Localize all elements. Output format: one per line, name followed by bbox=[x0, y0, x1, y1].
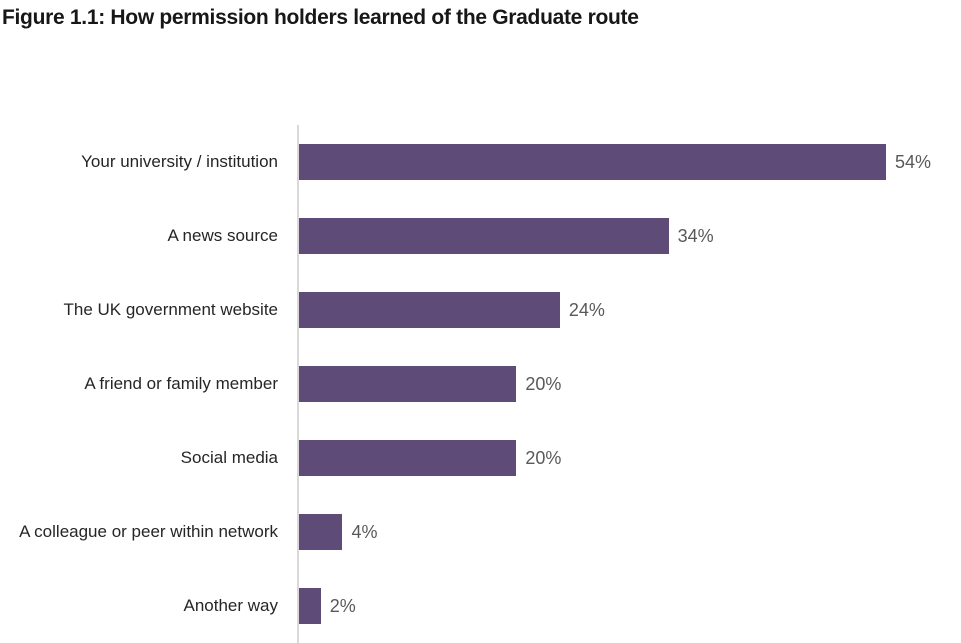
category-cell: Your university / institution bbox=[0, 125, 297, 199]
value-label: 54% bbox=[894, 151, 931, 172]
chart-row: A colleague or peer within network 4% bbox=[0, 495, 961, 569]
bar-cell: 24% bbox=[297, 273, 961, 347]
category-label: The UK government website bbox=[63, 299, 279, 319]
bar bbox=[299, 588, 321, 624]
bar-cell: 34% bbox=[297, 199, 961, 273]
chart-row: Your university / institution 54% bbox=[0, 125, 961, 199]
category-cell: Another way bbox=[0, 569, 297, 643]
chart-row: A news source 34% bbox=[0, 199, 961, 273]
category-cell: The UK government website bbox=[0, 273, 297, 347]
category-label: A news source bbox=[167, 225, 278, 245]
chart-row: Social media 20% bbox=[0, 421, 961, 495]
value-label: 4% bbox=[351, 521, 378, 542]
chart-row: The UK government website 24% bbox=[0, 273, 961, 347]
chart-row: A friend or family member 20% bbox=[0, 347, 961, 421]
bar bbox=[299, 144, 886, 180]
chart-row: Another way 2% bbox=[0, 569, 961, 643]
figure-title: Figure 1.1: How permission holders learn… bbox=[2, 6, 639, 29]
bar bbox=[299, 292, 560, 328]
category-label: Another way bbox=[183, 595, 279, 615]
bar bbox=[299, 440, 517, 476]
value-label: 24% bbox=[568, 299, 605, 320]
bar-cell: 54% bbox=[297, 125, 961, 199]
category-cell: A friend or family member bbox=[0, 347, 297, 421]
category-label: Your university / institution bbox=[81, 151, 278, 171]
category-label: A colleague or peer within network bbox=[19, 521, 278, 541]
bar bbox=[299, 218, 669, 254]
value-label: 20% bbox=[525, 447, 562, 468]
value-label: 34% bbox=[677, 225, 714, 246]
category-cell: Social media bbox=[0, 421, 297, 495]
category-label: Social media bbox=[180, 447, 278, 467]
bar bbox=[299, 366, 517, 402]
category-cell: A news source bbox=[0, 199, 297, 273]
value-label: 20% bbox=[525, 373, 562, 394]
bar bbox=[299, 514, 343, 550]
value-label: 2% bbox=[329, 595, 356, 616]
bar-chart: Your university / institution 54% A news s… bbox=[0, 125, 961, 643]
category-cell: A colleague or peer within network bbox=[0, 495, 297, 569]
category-label: A friend or family member bbox=[84, 373, 278, 393]
bar-cell: 4% bbox=[297, 495, 961, 569]
bar-cell: 20% bbox=[297, 421, 961, 495]
bar-cell: 2% bbox=[297, 569, 961, 643]
bar-cell: 20% bbox=[297, 347, 961, 421]
